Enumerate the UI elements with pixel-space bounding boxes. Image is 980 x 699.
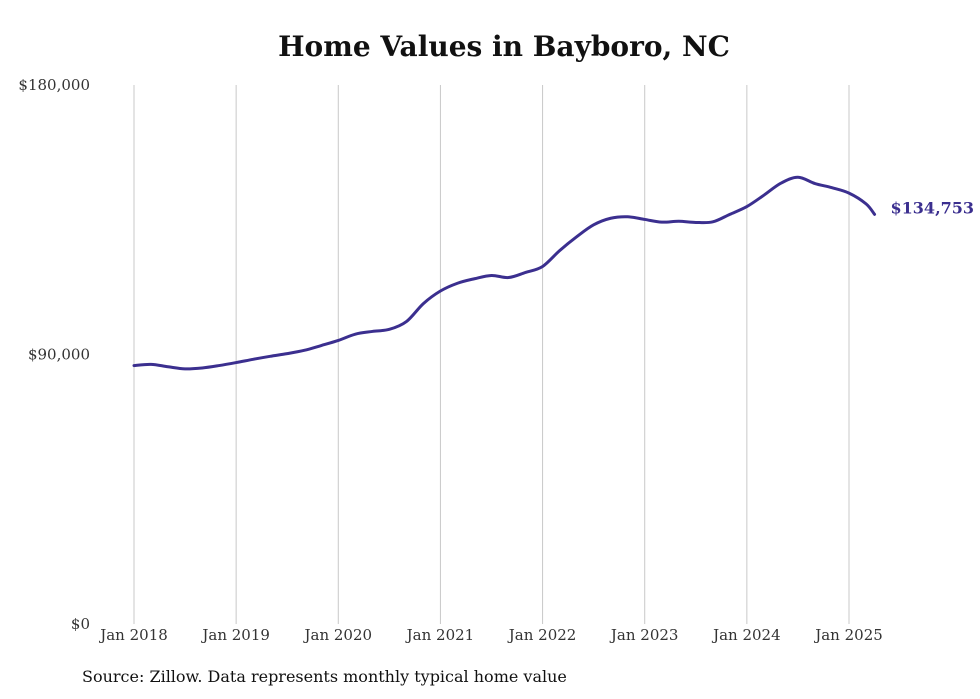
y-tick-label: $0 [71, 615, 90, 633]
x-tick-label: Jan 2024 [711, 626, 781, 644]
x-axis: Jan 2018 Jan 2019 Jan 2020 Jan 2021 Jan 2022… [98, 626, 883, 644]
x-tick-label: Jan 2019 [200, 626, 270, 644]
end-value-label: $134,753 [891, 198, 975, 217]
y-tick-label: $180,000 [18, 76, 90, 94]
series-group: $134,753 [132, 175, 975, 371]
y-axis: $0 $90,000 $180,000 [18, 76, 90, 633]
y-tick-label: $90,000 [28, 346, 90, 364]
chart-title: Home Values in Bayboro, NC [278, 30, 730, 63]
series-line [132, 175, 877, 371]
gridlines [133, 85, 850, 624]
x-tick-label: Jan 2018 [98, 626, 168, 644]
x-tick-label: Jan 2021 [405, 626, 475, 644]
source-note: Source: Zillow. Data represents monthly … [82, 667, 567, 686]
x-tick-label: Jan 2025 [813, 626, 883, 644]
x-tick-label: Jan 2020 [303, 626, 373, 644]
x-tick-label: Jan 2023 [609, 626, 679, 644]
x-tick-label: Jan 2022 [507, 626, 577, 644]
